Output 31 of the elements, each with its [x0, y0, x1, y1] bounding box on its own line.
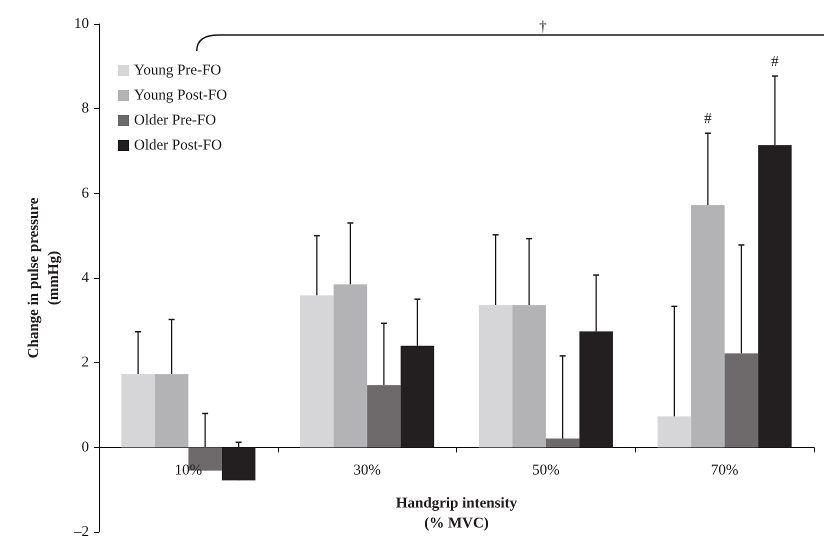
x-tick-label: 30% [353, 462, 381, 478]
y-axis-title: Change in pulse pressure (mmHg) [26, 197, 62, 358]
bar [512, 305, 546, 448]
x-tick-label: 50% [532, 462, 560, 478]
legend-label: Older Pre-FO [134, 112, 216, 128]
y-tick-label: 2 [82, 354, 89, 371]
x-tick-label: 70% [710, 462, 738, 478]
bar [691, 205, 725, 448]
y-tick-label: 6 [82, 185, 90, 202]
y-tick-label: 8 [82, 100, 89, 117]
bar [724, 353, 758, 448]
y-tick-label: 0 [82, 439, 89, 456]
bar [334, 284, 368, 448]
x-axis-title: Handgrip intensity (% MVC) [396, 495, 518, 532]
annotation: † [539, 19, 548, 35]
bar [300, 295, 334, 448]
x-tick-label: 10% [174, 462, 202, 478]
bar [478, 305, 512, 448]
bar [658, 416, 692, 448]
legend-label: Young Post-FO [134, 88, 228, 104]
y-tick-label: 4 [82, 270, 90, 286]
legend-label: Older Post-FO [134, 138, 222, 154]
bar [367, 385, 401, 448]
annotation: # [704, 111, 712, 128]
annotation: # [771, 54, 780, 70]
bar [154, 374, 188, 448]
y-tick-label: –2 [73, 524, 89, 540]
bar [121, 374, 155, 448]
bar [546, 438, 580, 448]
y-tick-label: 10 [74, 16, 89, 32]
legend-label: Young Pre-FO [134, 62, 222, 78]
